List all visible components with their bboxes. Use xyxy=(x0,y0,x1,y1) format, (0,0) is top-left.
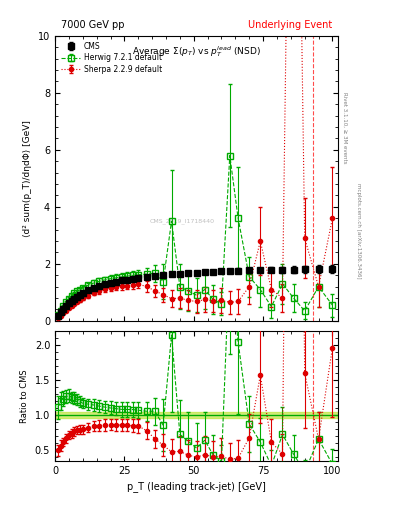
Bar xyxy=(55,413,338,418)
Y-axis label: Ratio to CMS: Ratio to CMS xyxy=(20,369,29,423)
Text: Rivet 3.1.10, ≥ 3M events: Rivet 3.1.10, ≥ 3M events xyxy=(342,92,347,164)
Text: Average $\Sigma(p_T)$ vs $p_T^{lead}$ (NSD): Average $\Sigma(p_T)$ vs $p_T^{lead}$ (N… xyxy=(132,45,261,59)
Legend: CMS, Herwig 7.2.1 default, Sherpa 2.2.9 default: CMS, Herwig 7.2.1 default, Sherpa 2.2.9 … xyxy=(59,39,165,76)
Text: CMS_2019_I1718440: CMS_2019_I1718440 xyxy=(150,218,215,224)
Text: 7000 GeV pp: 7000 GeV pp xyxy=(61,20,124,30)
X-axis label: p_T (leading track-jet) [GeV]: p_T (leading track-jet) [GeV] xyxy=(127,481,266,492)
Text: Underlying Event: Underlying Event xyxy=(248,20,332,30)
Y-axis label: ⟨d² sum(p_T)/dηdΦ⟩ [GeV]: ⟨d² sum(p_T)/dηdΦ⟩ [GeV] xyxy=(23,120,32,237)
Text: mcplots.cern.ch [arXiv:1306.3436]: mcplots.cern.ch [arXiv:1306.3436] xyxy=(356,183,361,278)
